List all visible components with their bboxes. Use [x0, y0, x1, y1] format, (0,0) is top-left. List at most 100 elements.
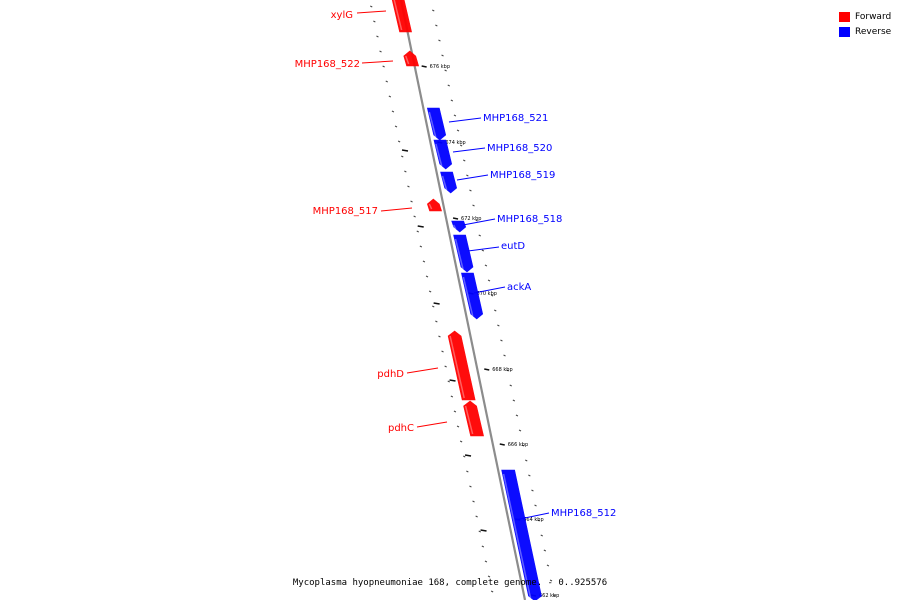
minor-tick-left [370, 5, 373, 8]
minor-tick-left [376, 35, 379, 38]
gene-label-MHP168_519: MHP168_519 [490, 170, 555, 181]
major-tick-left [449, 379, 456, 382]
gene-label-MHP168_517: MHP168_517 [313, 206, 378, 217]
minor-tick-right [478, 234, 481, 237]
minor-tick-left [379, 50, 382, 53]
minor-tick-right [444, 69, 447, 72]
gene-leader-line [462, 218, 496, 226]
gene-feature-highlight [441, 175, 448, 191]
minor-tick-right [459, 144, 463, 147]
minor-tick-right [521, 444, 525, 447]
minor-tick-left [404, 170, 407, 173]
major-tick-left [417, 225, 424, 228]
minor-tick-left [463, 455, 466, 458]
major-tick-left [464, 454, 472, 457]
minor-tick-right [435, 24, 438, 27]
minor-tick-left [382, 65, 385, 68]
legend-forward-swatch [839, 11, 850, 22]
minor-tick-left [394, 125, 398, 128]
minor-tick-right [528, 474, 531, 477]
minor-tick-right [484, 264, 488, 267]
gene-feature-highlight [428, 111, 437, 138]
gene-feature-highlight [462, 276, 474, 317]
minor-tick-right [537, 519, 540, 522]
minor-tick-right [447, 84, 450, 87]
gene-feature-highlight [405, 55, 410, 65]
minor-tick-left [484, 560, 488, 563]
major-tick-left [433, 302, 440, 305]
gene-label-pdhC: pdhC [388, 423, 414, 434]
minor-tick-left [450, 395, 454, 398]
minor-tick-right [518, 429, 522, 432]
gene-feature-MHP168_517 [426, 198, 443, 212]
gene-feature-highlight [502, 473, 532, 599]
minor-tick-left [469, 485, 472, 488]
gene-label-xylG: xylG [331, 10, 353, 21]
gene-feature-eutD [453, 234, 474, 273]
minor-tick-left [453, 410, 457, 413]
minor-tick-right [540, 534, 543, 537]
gene-leader-line [406, 367, 439, 374]
tick-label: 662 kbp [539, 593, 559, 599]
minor-tick-right [487, 279, 491, 282]
tick-label: 668 kbp [492, 367, 512, 373]
gene-label-ackA: ackA [507, 282, 531, 293]
minor-tick-right [549, 579, 553, 582]
gene-feature-MHP168_519 [440, 171, 458, 194]
minor-tick-left [407, 185, 410, 188]
gene-feature-MHP168_521 [426, 107, 447, 141]
genome-backbone [399, 0, 527, 600]
gene-feature-pdhC [463, 400, 484, 437]
minor-tick-right [503, 354, 506, 357]
minor-tick-right [441, 54, 444, 57]
gene-leader-line [456, 174, 489, 181]
minor-tick-right [515, 414, 519, 417]
minor-tick-right [506, 369, 509, 372]
genome-caption: Mycoplasma hyopneumoniae 168, complete g… [292, 578, 608, 588]
minor-tick-left [466, 470, 469, 473]
minor-tick-right [531, 489, 534, 492]
gene-leader-line [514, 512, 550, 521]
gene-label-MHP168_521: MHP168_521 [483, 113, 548, 124]
minor-tick-right [456, 129, 460, 132]
minor-tick-right [525, 459, 528, 462]
minor-tick-left [397, 140, 401, 143]
minor-tick-right [500, 339, 503, 342]
legend-reverse-swatch [839, 26, 850, 37]
tick-label: 664 kbp [523, 517, 543, 523]
gene-feature-highlight [393, 0, 403, 31]
legend-reverse-label: Reverse [855, 26, 892, 37]
gene-leader-line [473, 286, 506, 294]
gene-feature-MHP168_512 [501, 469, 542, 600]
minor-tick-right [453, 114, 457, 117]
gene-leader-line [452, 147, 486, 153]
gene-feature-xylG [391, 0, 412, 33]
gene-leader-line [448, 117, 482, 123]
minor-tick-left [432, 305, 435, 308]
tick-mark [452, 217, 459, 220]
minor-tick-left [447, 380, 450, 383]
minor-tick-right [497, 324, 500, 327]
gene-leader-line [416, 421, 448, 428]
legend-forward-label: Forward [855, 11, 892, 22]
minor-tick-right [438, 39, 441, 42]
tick-label: 676 kbp [430, 64, 450, 70]
minor-tick-left [422, 260, 426, 263]
minor-tick-left [444, 365, 447, 368]
gene-leader-line [356, 10, 387, 14]
minor-tick-left [373, 20, 376, 23]
minor-tick-right [472, 204, 475, 207]
gene-feature-highlight [453, 224, 457, 230]
minor-tick-right [543, 549, 547, 552]
minor-tick-left [413, 215, 416, 218]
minor-tick-left [385, 80, 388, 83]
minor-tick-left [401, 155, 404, 158]
minor-tick-right [475, 219, 478, 222]
minor-tick-left [472, 500, 475, 503]
gene-leader-line [380, 207, 413, 212]
minor-tick-right [509, 384, 512, 387]
gene-feature-MHP168_518 [451, 220, 467, 233]
minor-tick-left [481, 545, 485, 548]
minor-tick-left [478, 530, 481, 533]
